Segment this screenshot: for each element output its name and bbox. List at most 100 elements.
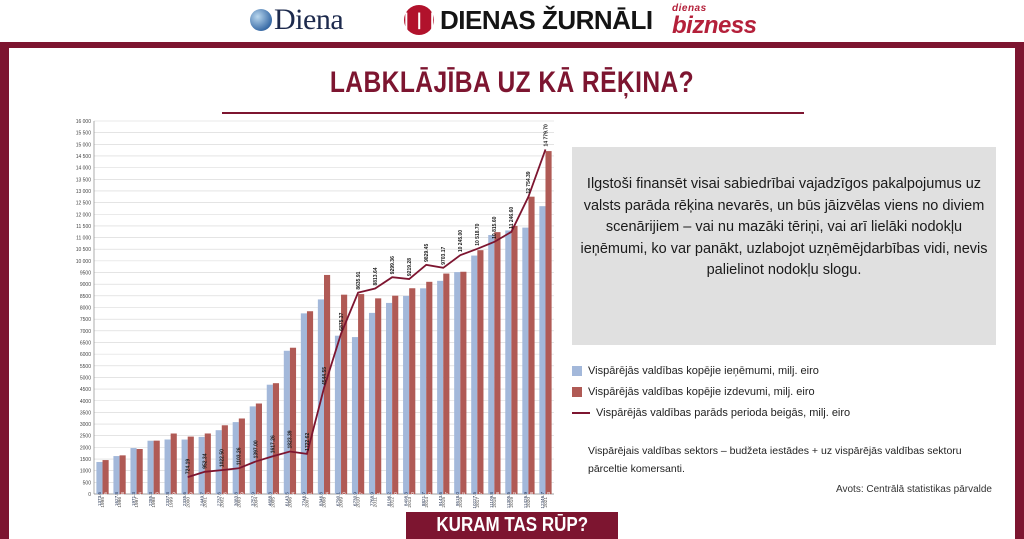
y-tick-label: 15 500 bbox=[76, 131, 92, 137]
debt-value-label: 9299.36 bbox=[390, 256, 396, 274]
y-tick-label: 12 500 bbox=[76, 201, 92, 207]
y-tick-label: 11 000 bbox=[76, 236, 91, 242]
bar-revenue bbox=[539, 206, 546, 495]
debt-value-label: 10 518.70 bbox=[475, 223, 481, 245]
bar-expenditure bbox=[477, 250, 484, 494]
y-tick-label: 6500 bbox=[80, 340, 91, 346]
x-tick-label: 2021 bbox=[543, 497, 549, 508]
bar-revenue bbox=[181, 439, 188, 494]
y-tick-label: 1500 bbox=[80, 457, 91, 463]
bar-revenue bbox=[403, 295, 410, 494]
bar-expenditure bbox=[494, 232, 501, 494]
debt-value-label: 1823.39 bbox=[288, 430, 294, 448]
bar-label-expenditure: 9533.2 bbox=[461, 492, 466, 506]
legend-swatch-revenue bbox=[572, 365, 582, 376]
legend-item-revenue: Vispārējās valdības kopējie ieņēmumi, mi… bbox=[572, 360, 850, 381]
x-tick-label: 2016 bbox=[458, 497, 464, 508]
bar-revenue bbox=[113, 456, 120, 494]
bar-label-revenue: 3083.8 bbox=[233, 492, 238, 506]
x-tick-label: 2006 bbox=[288, 497, 294, 508]
bar-label-revenue: 9518.0 bbox=[455, 492, 460, 506]
x-tick-label: 2014 bbox=[424, 497, 430, 508]
dienas-zurnali-logo[interactable]: ❘❘❘ DIENAS ŽURNĀLI bbox=[400, 4, 653, 36]
debt-value-label: 1397.00 bbox=[254, 440, 260, 458]
finance-chart: 0 500 1000 1500 2000 2500 3000 3500 4000 4500 5000… bbox=[76, 119, 554, 509]
bar-revenue bbox=[300, 313, 307, 494]
chart-legend: Vispārējās valdības kopējie ieņēmumi, mi… bbox=[572, 360, 850, 423]
source-note: Avots: Centrālā statistikas pārvalde bbox=[835, 484, 992, 495]
bar-expenditure bbox=[204, 433, 211, 494]
bar-expenditure bbox=[511, 225, 518, 494]
x-tick-label: 2010 bbox=[356, 497, 362, 508]
bar-label-revenue: 2337.8 bbox=[165, 492, 170, 506]
globe-icon bbox=[250, 9, 272, 31]
y-tick-label: 5500 bbox=[80, 364, 91, 370]
bar-label-revenue: 12346.7 bbox=[540, 492, 545, 509]
bar-label-revenue: 1373.6 bbox=[97, 492, 102, 506]
bar-expenditure bbox=[119, 455, 126, 494]
bar-expenditure bbox=[426, 281, 433, 494]
y-tick-label: 4500 bbox=[80, 387, 91, 393]
bar-label-expenditure: 8550.0 bbox=[342, 492, 347, 506]
bar-expenditure bbox=[375, 298, 382, 494]
legend-item-expenditure: Vispārējās valdības kopējie izdevumi, mi… bbox=[572, 381, 850, 402]
bar-label-expenditure: 3238.9 bbox=[239, 492, 244, 506]
x-tick-label: 2011 bbox=[373, 497, 379, 508]
bar-expenditure bbox=[409, 288, 416, 494]
y-tick-label: 3000 bbox=[80, 422, 91, 428]
bar-revenue bbox=[522, 227, 529, 494]
dienas-bizness-logo[interactable]: dienas bizness bbox=[672, 4, 757, 38]
x-tick-label: 2008 bbox=[322, 497, 328, 508]
bar-revenue bbox=[198, 436, 205, 494]
bar-label-revenue: 9143.6 bbox=[438, 492, 443, 506]
bar-label-revenue: 2737.6 bbox=[216, 492, 221, 506]
debt-value-label: 1022.50 bbox=[220, 449, 226, 467]
debt-value-label: 9219.28 bbox=[407, 258, 413, 276]
x-tick-label: 1996 bbox=[117, 497, 123, 508]
bar-label-expenditure: 14709.3 bbox=[546, 492, 551, 509]
bar-expenditure bbox=[306, 311, 314, 494]
bar-label-expenditure: 8574.7 bbox=[359, 492, 364, 506]
y-tick-label: 13 500 bbox=[76, 177, 92, 183]
x-tick-label: 2002 bbox=[219, 497, 225, 508]
bar-label-revenue: 4688.3 bbox=[267, 492, 272, 506]
bar-label-expenditure: 2947.6 bbox=[222, 492, 227, 506]
bar-label-expenditure: 6274.4 bbox=[291, 492, 296, 506]
bar-label-expenditure: 9102.0 bbox=[427, 492, 432, 506]
debt-value-label: 9703.17 bbox=[441, 247, 447, 265]
bar-expenditure bbox=[255, 403, 262, 494]
debt-value-label: 1617.26 bbox=[271, 435, 277, 453]
bar-expenditure bbox=[545, 151, 552, 494]
bar-label-revenue: 8346.8 bbox=[319, 492, 324, 506]
bar-label-revenue: 2449.7 bbox=[199, 492, 204, 506]
bar-expenditure bbox=[221, 425, 228, 494]
bar-expenditure bbox=[341, 294, 348, 494]
y-tick-label: 8500 bbox=[80, 294, 91, 300]
debt-value-label: 1103.26 bbox=[237, 447, 243, 465]
info-box bbox=[572, 147, 996, 345]
diena-logo-text: Diena bbox=[274, 3, 344, 36]
debt-value-label: 10 815.60 bbox=[492, 216, 498, 238]
definition-note: Vispārējais valdības sektors – budžeta i… bbox=[588, 445, 962, 475]
bar-label-expenditure: 8826.0 bbox=[410, 492, 415, 506]
bar-label-revenue: 6143.5 bbox=[284, 492, 289, 506]
x-tick-label: 2000 bbox=[185, 497, 191, 508]
bar-label-revenue: 6730.9 bbox=[353, 492, 358, 506]
bar-label-expenditure: 2594.9 bbox=[171, 492, 176, 506]
debt-value-label: 8635.91 bbox=[356, 271, 362, 289]
bar-label-revenue: 3757.9 bbox=[250, 492, 255, 506]
x-tick-label: 1997 bbox=[134, 497, 140, 508]
y-tick-label: 4000 bbox=[80, 399, 91, 405]
bar-expenditure bbox=[358, 294, 365, 494]
bar-revenue bbox=[454, 272, 461, 494]
bar-revenue bbox=[232, 422, 239, 494]
x-tick-label: 2017 bbox=[475, 497, 481, 508]
bottom-tab[interactable]: KURAM TAS RŪP? bbox=[406, 512, 618, 539]
bar-expenditure bbox=[153, 440, 160, 494]
bar-label-revenue: 8196.2 bbox=[387, 492, 392, 506]
bottom-tab-label: KURAM TAS RŪP? bbox=[436, 514, 588, 536]
diena-logo[interactable]: Diena bbox=[250, 3, 344, 36]
bar-label-revenue: 7748.9 bbox=[301, 492, 306, 506]
bar-label-expenditure: 11232.8 bbox=[495, 492, 500, 509]
y-tick-label: 1000 bbox=[80, 469, 91, 475]
